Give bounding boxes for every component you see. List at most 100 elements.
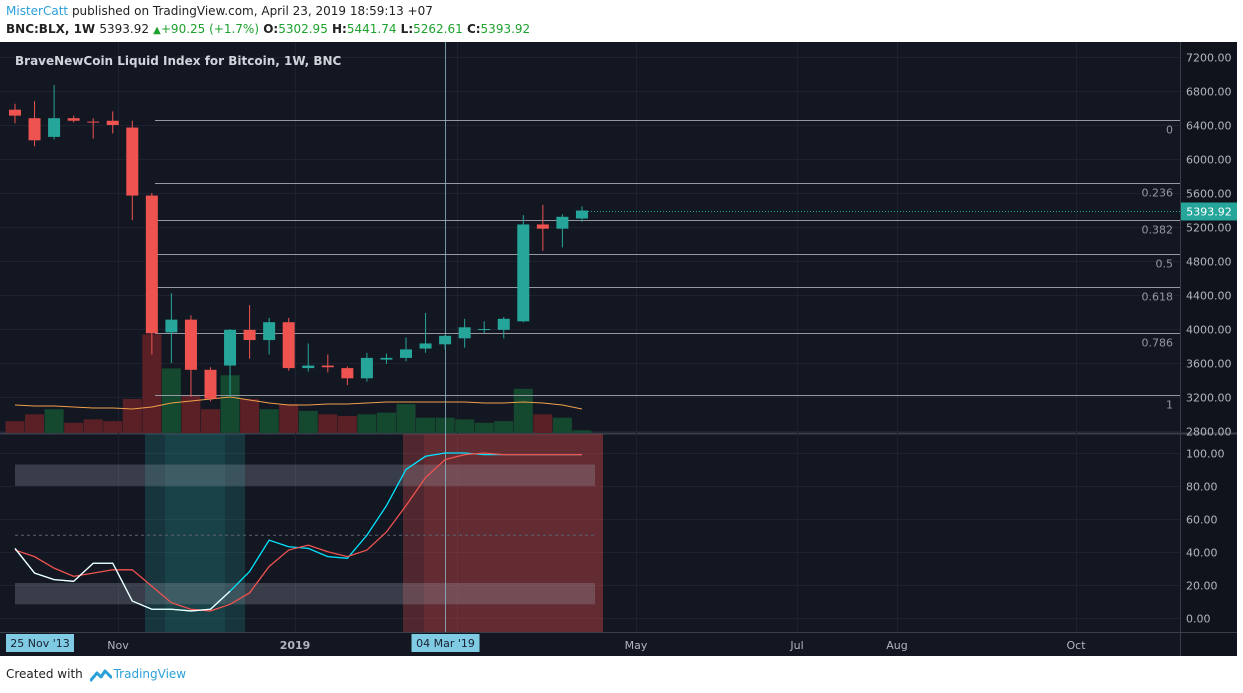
candle-body — [497, 318, 510, 330]
change-value: +90.25 (+1.7%) — [160, 22, 260, 36]
candle-body — [48, 118, 61, 137]
candle-body — [106, 120, 119, 125]
volume-bar — [122, 399, 142, 433]
candle-body — [536, 224, 549, 229]
volume-bar — [220, 375, 240, 433]
low-label: L: — [400, 22, 414, 36]
volume-ma-line — [14, 396, 583, 410]
candle-body — [419, 343, 432, 349]
volume-bar — [240, 399, 260, 433]
candle-body — [243, 329, 256, 341]
price-tick-label: 6800.00 — [1186, 86, 1232, 99]
time-axis-label: Nov — [107, 639, 129, 652]
crosshair-date-badge: 04 Mar '19 — [416, 637, 475, 650]
candle-body — [184, 319, 197, 370]
volume-bar — [318, 414, 338, 433]
price-axis-panel — [1180, 42, 1237, 656]
fib-level-label: 0.618 — [1142, 291, 1174, 304]
stoch-tick-label: 100.00 — [1186, 448, 1225, 461]
volume-bar — [44, 409, 64, 433]
fib-level-label: 0.786 — [1142, 337, 1174, 350]
fib-level-label: 0 — [1166, 124, 1173, 137]
last-price-badge-bg — [1181, 202, 1237, 221]
fib-level-label: 0.382 — [1142, 224, 1174, 237]
candle-body — [575, 210, 588, 219]
volume-bar — [494, 421, 514, 433]
symbol-label: BNC:BLX, 1W — [6, 22, 96, 36]
candle-body — [380, 357, 393, 360]
last-value: 5393.92 — [99, 22, 149, 36]
fib-level-label: 0.5 — [1156, 258, 1174, 271]
price-tick-label: 2800.00 — [1186, 426, 1232, 439]
stoch-overbought-zone-inner — [424, 434, 603, 632]
volume-bar — [416, 417, 436, 433]
tradingview-brand[interactable]: TradingView — [113, 667, 187, 681]
volume-bar — [533, 414, 553, 433]
price-tick-label: 3600.00 — [1186, 358, 1232, 371]
open-label: O: — [263, 22, 279, 36]
volume-bar — [513, 388, 533, 433]
stoch-tick-label: 0.00 — [1186, 613, 1211, 626]
left-date-badge: 25 Nov '13 — [10, 637, 69, 650]
ohlc-line: BNC:BLX, 1W 5393.92 ▲+90.25 (+1.7%) O:53… — [6, 22, 530, 36]
stoch-series-1 — [14, 452, 582, 612]
volume-bar — [357, 414, 377, 433]
candle-body — [28, 118, 41, 141]
price-tick-label: 7200.00 — [1186, 52, 1232, 65]
close-label: C: — [466, 22, 481, 36]
crosshair-date-badge-bg — [411, 634, 480, 652]
chart-title: BraveNewCoin Liquid Index for Bitcoin, 1… — [15, 54, 342, 68]
open-value: 5302.95 — [278, 22, 328, 36]
chart-canvas[interactable]: 7200.00 6800.00 6400.00 6000.00 5600.00 5200.… — [0, 42, 1237, 656]
time-axis-label: Oct — [1066, 639, 1086, 652]
candle-body — [400, 349, 412, 358]
volume-bar — [259, 409, 279, 433]
volume-bar — [103, 421, 123, 433]
volume-bar — [337, 416, 357, 433]
author-link[interactable]: MisterCatt — [6, 4, 69, 18]
footer: Created with TradingView — [6, 667, 186, 682]
publish-info: published on TradingView.com, April 23, … — [71, 4, 433, 18]
chart-background — [0, 42, 1237, 656]
candle-body — [360, 357, 373, 379]
candle-body — [145, 195, 158, 334]
volume-bar — [396, 404, 416, 433]
time-axis-label: Aug — [886, 639, 907, 652]
volume-bar — [455, 419, 475, 433]
low-value: 5262.61 — [413, 22, 463, 36]
tradingview-logo-icon — [89, 669, 112, 681]
candle-body — [263, 322, 276, 341]
candle-body — [556, 216, 569, 229]
candle-body — [126, 127, 139, 196]
candle-body — [321, 365, 334, 368]
created-with-label: Created with — [6, 667, 83, 681]
volume-bar — [376, 412, 396, 433]
volume-bar — [161, 368, 181, 433]
volume-bar — [25, 414, 45, 433]
candle-body — [517, 224, 530, 322]
price-tick-label: 5200.00 — [1186, 222, 1232, 235]
stoch-band-1 — [15, 582, 595, 605]
volume-bar — [201, 409, 220, 433]
candle-body — [67, 118, 80, 121]
stoch-k-neutral — [14, 548, 231, 612]
last-price-badge: 5393.92 — [1186, 206, 1232, 219]
fib-level-label: 1 — [1166, 399, 1173, 412]
stoch-tick-label: 20.00 — [1186, 580, 1218, 593]
volume-bar — [572, 430, 592, 433]
volume-bar — [64, 422, 84, 433]
fib-level-label: 0.236 — [1142, 187, 1174, 200]
candle-body — [439, 335, 452, 345]
stoch-oversold-zone-inner — [165, 434, 225, 632]
volume-bar — [298, 410, 318, 433]
volume-bar — [181, 395, 201, 433]
candle-body — [478, 329, 491, 330]
candle-body — [165, 319, 178, 333]
time-axis-label: May — [625, 639, 648, 652]
volume-bar — [142, 334, 162, 433]
triangle-up-icon: ▲ — [153, 25, 161, 36]
volume-bar — [83, 419, 103, 433]
price-tick-label: 4800.00 — [1186, 256, 1232, 269]
stoch-band-0 — [15, 464, 595, 486]
left-date-badge-bg — [6, 634, 74, 652]
